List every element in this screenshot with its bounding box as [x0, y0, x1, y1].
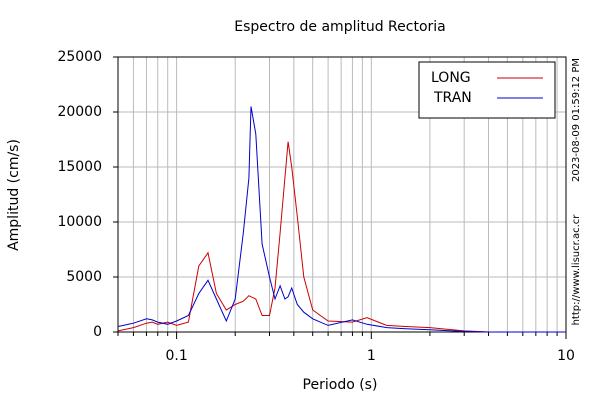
y-tick-label: 25000: [57, 49, 102, 65]
series-line: [117, 141, 566, 333]
legend-label: TRAN: [433, 90, 472, 106]
chart-title: Espectro de amplitud Rectoria: [234, 19, 446, 35]
y-tick-label: 20000: [57, 104, 102, 120]
x-tick-label: 0.1: [165, 348, 187, 364]
x-tick-label: 10: [557, 348, 575, 364]
y-axis-label: Amplitud (cm/s): [6, 139, 22, 251]
legend-box: [418, 61, 556, 119]
source-url: http://www.lisucr.ac.cr: [571, 214, 582, 326]
series-line: [117, 106, 566, 333]
y-tick-label: 5000: [66, 269, 102, 285]
x-axis-label: Periodo (s): [303, 377, 378, 393]
timestamp: 2023-08-09 01:59:12 PM: [571, 58, 582, 182]
legend-label: LONG: [431, 70, 471, 86]
y-tick-label: 10000: [57, 214, 102, 230]
x-tick-label: 1: [367, 348, 376, 364]
y-tick-label: 0: [93, 324, 102, 340]
plot-frame: [117, 56, 567, 333]
y-tick-label: 15000: [57, 159, 102, 175]
